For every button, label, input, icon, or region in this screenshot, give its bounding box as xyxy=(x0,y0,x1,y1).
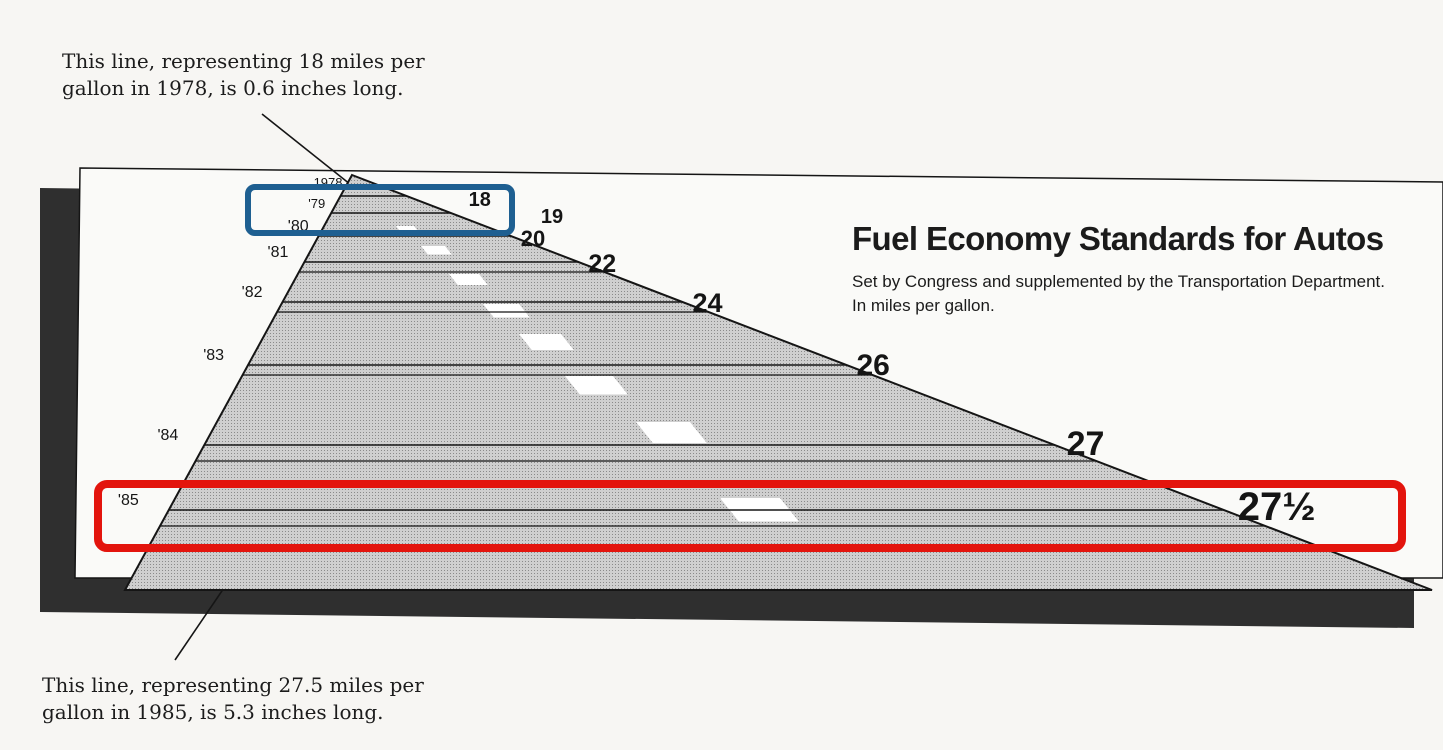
highlight-1979 xyxy=(245,184,515,236)
category-label: '85 xyxy=(118,492,139,509)
annotation-top: This line, representing 18 miles per gal… xyxy=(62,49,425,100)
category-label: '84 xyxy=(157,427,178,444)
highlight-1985 xyxy=(94,480,1406,552)
chart-subtitle: Set by Congress and supplemented by the … xyxy=(852,272,1385,315)
chart-title: Fuel Economy Standards for Autos xyxy=(852,220,1384,257)
annotation-bottom: This line, representing 27.5 miles per g… xyxy=(42,673,424,724)
value-label: 20 xyxy=(521,226,545,251)
category-label: '83 xyxy=(203,347,224,364)
lane-marker xyxy=(483,304,530,318)
lane-marker xyxy=(565,376,628,395)
value-label: 27 xyxy=(1067,425,1105,463)
value-label: 19 xyxy=(541,206,563,228)
value-label: 26 xyxy=(856,349,889,382)
value-label: 18 xyxy=(469,189,491,211)
lane-marker xyxy=(519,334,574,350)
category-label: '79 xyxy=(308,196,325,211)
value-label: 22 xyxy=(588,250,616,278)
lane-marker xyxy=(421,246,452,255)
category-label: '81 xyxy=(268,244,289,261)
value-label: 24 xyxy=(693,288,723,318)
lane-marker xyxy=(449,274,488,285)
category-label: '82 xyxy=(242,284,263,301)
value-label: 27½ xyxy=(1238,485,1316,529)
lane-marker xyxy=(636,422,707,443)
